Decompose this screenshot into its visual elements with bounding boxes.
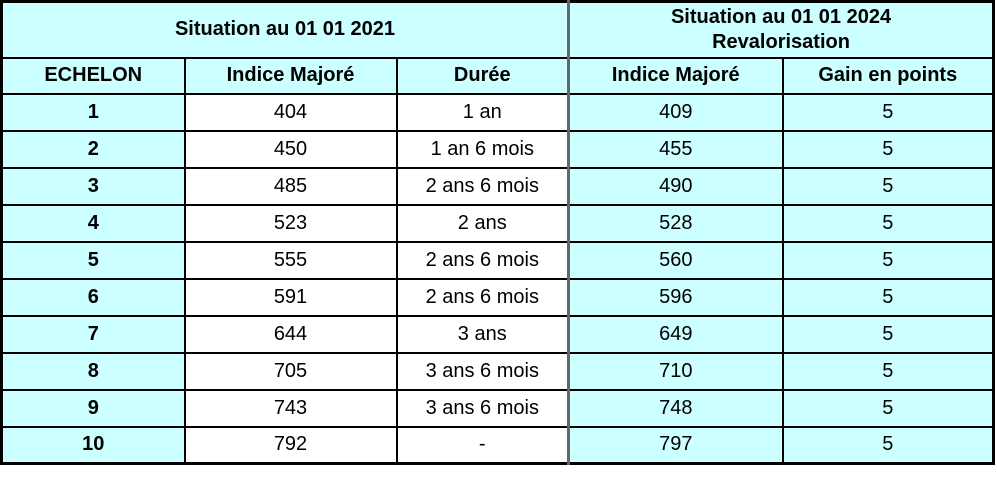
cell-echelon: 10 (0, 425, 186, 465)
col-header-indice-2021: Indice Majoré (183, 56, 398, 95)
cell-indice-2021: 743 (183, 388, 398, 428)
cell-gain: 5 (781, 277, 995, 317)
cell-indice-2021: 555 (183, 240, 398, 280)
cell-indice-2024: 797 (567, 425, 784, 465)
cell-gain: 5 (781, 240, 995, 280)
cell-indice-2024: 560 (567, 240, 784, 280)
header-group-row: Situation au 01 01 2021 Situation au 01 … (0, 0, 995, 59)
table-row: 6 591 2 ans 6 mois 596 5 (0, 277, 995, 317)
cell-gain: 5 (781, 351, 995, 391)
cell-echelon: 6 (0, 277, 186, 317)
cell-echelon: 2 (0, 129, 186, 169)
cell-indice-2024: 748 (567, 388, 784, 428)
header-revalorisation: Revalorisation (712, 30, 850, 53)
cell-duree: 2 ans 6 mois (395, 277, 571, 317)
cell-indice-2021: 644 (183, 314, 398, 354)
cell-indice-2024: 649 (567, 314, 784, 354)
header-situation-2024: Situation au 01 01 2024 Revalorisation (567, 0, 995, 59)
table-row: 10 792 - 797 5 (0, 425, 995, 465)
cell-duree: 3 ans 6 mois (395, 388, 571, 428)
cell-echelon: 5 (0, 240, 186, 280)
cell-indice-2024: 409 (567, 92, 784, 132)
salary-grid-table: Situation au 01 01 2021 Situation au 01 … (0, 0, 996, 465)
col-header-echelon: ECHELON (0, 56, 186, 95)
cell-echelon: 4 (0, 203, 186, 243)
cell-indice-2024: 455 (567, 129, 784, 169)
table-row: 5 555 2 ans 6 mois 560 5 (0, 240, 995, 280)
table-row: 8 705 3 ans 6 mois 710 5 (0, 351, 995, 391)
table-row: 7 644 3 ans 649 5 (0, 314, 995, 354)
cell-duree: 2 ans 6 mois (395, 166, 571, 206)
cell-gain: 5 (781, 388, 995, 428)
header-situation-2024-line1: Situation au 01 01 2024 (670, 5, 892, 28)
cell-gain: 5 (781, 92, 995, 132)
cell-indice-2021: 450 (183, 129, 398, 169)
cell-gain: 5 (781, 129, 995, 169)
column-header-row: ECHELON Indice Majoré Durée Indice Major… (0, 56, 995, 95)
header-situation-2021: Situation au 01 01 2021 (0, 0, 571, 59)
cell-duree: 2 ans (395, 203, 571, 243)
cell-indice-2024: 490 (567, 166, 784, 206)
cell-gain: 5 (781, 425, 995, 465)
cell-echelon: 8 (0, 351, 186, 391)
cell-echelon: 7 (0, 314, 186, 354)
cell-indice-2024: 710 (567, 351, 784, 391)
cell-indice-2021: 705 (183, 351, 398, 391)
table-row: 9 743 3 ans 6 mois 748 5 (0, 388, 995, 428)
cell-indice-2021: 404 (183, 92, 398, 132)
cell-indice-2021: 523 (183, 203, 398, 243)
table-row: 1 404 1 an 409 5 (0, 92, 995, 132)
cell-duree: 3 ans 6 mois (395, 351, 571, 391)
cell-duree: 2 ans 6 mois (395, 240, 571, 280)
cell-indice-2021: 591 (183, 277, 398, 317)
col-header-indice-2024: Indice Majoré (567, 56, 784, 95)
cell-indice-2024: 596 (567, 277, 784, 317)
table-row: 2 450 1 an 6 mois 455 5 (0, 129, 995, 169)
cell-duree: 3 ans (395, 314, 571, 354)
cell-indice-2021: 485 (183, 166, 398, 206)
cell-duree: - (395, 425, 571, 465)
table-row: 4 523 2 ans 528 5 (0, 203, 995, 243)
col-header-duree: Durée (395, 56, 571, 95)
cell-indice-2021: 792 (183, 425, 398, 465)
col-header-gain: Gain en points (781, 56, 995, 95)
cell-gain: 5 (781, 314, 995, 354)
table-row: 3 485 2 ans 6 mois 490 5 (0, 166, 995, 206)
cell-indice-2024: 528 (567, 203, 784, 243)
cell-gain: 5 (781, 166, 995, 206)
cell-echelon: 9 (0, 388, 186, 428)
cell-echelon: 3 (0, 166, 186, 206)
cell-echelon: 1 (0, 92, 186, 132)
cell-duree: 1 an 6 mois (395, 129, 571, 169)
cell-gain: 5 (781, 203, 995, 243)
cell-duree: 1 an (395, 92, 571, 132)
